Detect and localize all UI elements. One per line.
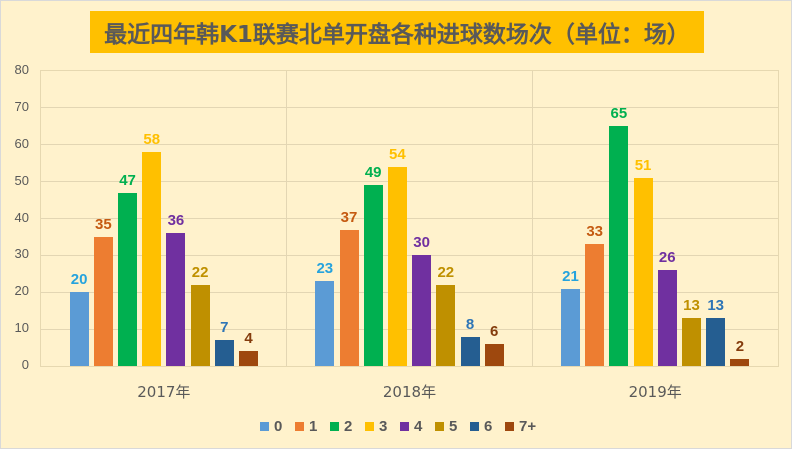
legend-swatch <box>470 421 479 431</box>
data-label: 13 <box>707 297 724 315</box>
gridline <box>41 218 778 219</box>
bar-4-2017年 <box>166 233 186 366</box>
legend-label: 1 <box>309 417 318 435</box>
legend-item-3: 3 <box>365 418 391 435</box>
data-label: 30 <box>413 234 430 252</box>
bar-6-2017年 <box>214 340 234 366</box>
data-label: 2 <box>735 337 745 355</box>
legend-label: 7+ <box>519 417 537 435</box>
y-tick-label: 20 <box>14 283 29 299</box>
bar-7plus-2017年 <box>239 351 259 366</box>
category-divider <box>531 71 533 366</box>
bar-6-2018年 <box>460 336 480 366</box>
bar-4-2019年 <box>657 270 677 366</box>
data-label: 51 <box>634 156 652 174</box>
data-label: 8 <box>465 315 475 333</box>
data-label: 22 <box>191 263 209 281</box>
category-divider <box>286 71 288 366</box>
bar-1-2019年 <box>585 244 605 366</box>
bar-2-2019年 <box>609 126 629 366</box>
bar-1-2018年 <box>339 229 359 366</box>
bar-7plus-2019年 <box>730 358 750 366</box>
bar-0-2018年 <box>315 281 335 366</box>
y-tick-label: 40 <box>14 209 29 225</box>
data-label: 47 <box>119 171 136 189</box>
legend-item-0: 0 <box>260 418 286 435</box>
legend-item-4: 4 <box>400 418 426 435</box>
legend-swatch <box>435 421 444 431</box>
bar-3-2017年 <box>142 152 162 366</box>
legend-item-2: 2 <box>330 418 356 435</box>
y-tick-label: 60 <box>14 135 29 151</box>
gridline <box>41 144 778 146</box>
legend-label: 4 <box>414 417 423 435</box>
legend-swatch <box>400 421 409 431</box>
gridline <box>41 291 778 293</box>
bar-2-2017年 <box>118 192 138 366</box>
data-label: 37 <box>340 208 358 226</box>
data-label: 49 <box>364 164 382 182</box>
data-label: 20 <box>70 271 88 289</box>
bar-3-2018年 <box>387 166 407 366</box>
data-label: 26 <box>658 249 676 267</box>
legend-swatch <box>330 421 339 431</box>
legend: 0 1 2 3 4 5 6 7+ <box>260 416 548 436</box>
data-label: 13 <box>683 297 700 315</box>
legend-swatch <box>505 421 514 431</box>
legend-label: 0 <box>274 417 283 435</box>
x-category-label: 2017年 <box>137 383 191 401</box>
data-label: 54 <box>389 145 406 163</box>
legend-item-6: 6 <box>470 418 496 435</box>
legend-label: 3 <box>379 417 388 435</box>
x-category-label: 2019年 <box>628 383 682 401</box>
y-tick-label: 0 <box>21 357 29 372</box>
x-category-label: 2018年 <box>382 383 437 401</box>
bar-2-2018年 <box>363 185 383 366</box>
bar-3-2019年 <box>633 177 653 366</box>
bar-0-2017年 <box>69 292 89 366</box>
legend-item-5: 5 <box>435 418 461 435</box>
legend-swatch <box>295 421 304 431</box>
legend-item-1: 1 <box>295 418 321 435</box>
bar-6-2019年 <box>706 318 726 366</box>
gridline <box>41 254 778 256</box>
data-label: 6 <box>490 322 499 340</box>
bar-7plus-2018年 <box>484 343 504 366</box>
legend-item-7plus: 7+ <box>505 418 539 435</box>
plot-area: 20 35 47 58 36 22 7 4 23 37 49 54 30 22 8 6 21 33 65 51 26 13… <box>40 70 779 367</box>
data-label: 4 <box>244 330 253 348</box>
data-label: 36 <box>167 212 185 230</box>
gridline <box>41 328 778 330</box>
y-tick-label: 10 <box>14 320 29 336</box>
gridline <box>41 107 778 109</box>
bar-0-2019年 <box>560 288 580 366</box>
legend-label: 5 <box>449 417 458 435</box>
bar-5-2019年 <box>681 318 701 366</box>
y-tick-label: 50 <box>14 172 29 188</box>
data-label: 7 <box>220 319 229 337</box>
data-label: 65 <box>610 105 628 123</box>
data-label: 58 <box>143 131 161 149</box>
bar-1-2017年 <box>93 236 113 366</box>
y-tick-label: 80 <box>14 62 29 77</box>
legend-swatch <box>365 421 374 431</box>
bar-5-2018年 <box>436 284 456 366</box>
chart-title: 最近四年韩K1联赛北单开盘各种进球数场次（单位：场） <box>104 22 690 48</box>
legend-swatch <box>260 421 269 431</box>
data-label: 22 <box>437 263 455 281</box>
legend-label: 6 <box>484 417 493 435</box>
y-tick-label: 30 <box>14 246 29 262</box>
bar-5-2017年 <box>190 284 210 366</box>
bar-4-2018年 <box>412 255 432 366</box>
y-tick-label: 70 <box>14 98 29 114</box>
legend-label: 2 <box>344 417 353 435</box>
data-label: 23 <box>316 260 334 278</box>
data-label: 33 <box>586 223 603 241</box>
data-label: 21 <box>562 267 579 285</box>
data-label: 35 <box>94 215 112 233</box>
gridline <box>41 181 778 183</box>
chart-title-box: 最近四年韩K1联赛北单开盘各种进球数场次（单位：场） <box>90 11 704 53</box>
